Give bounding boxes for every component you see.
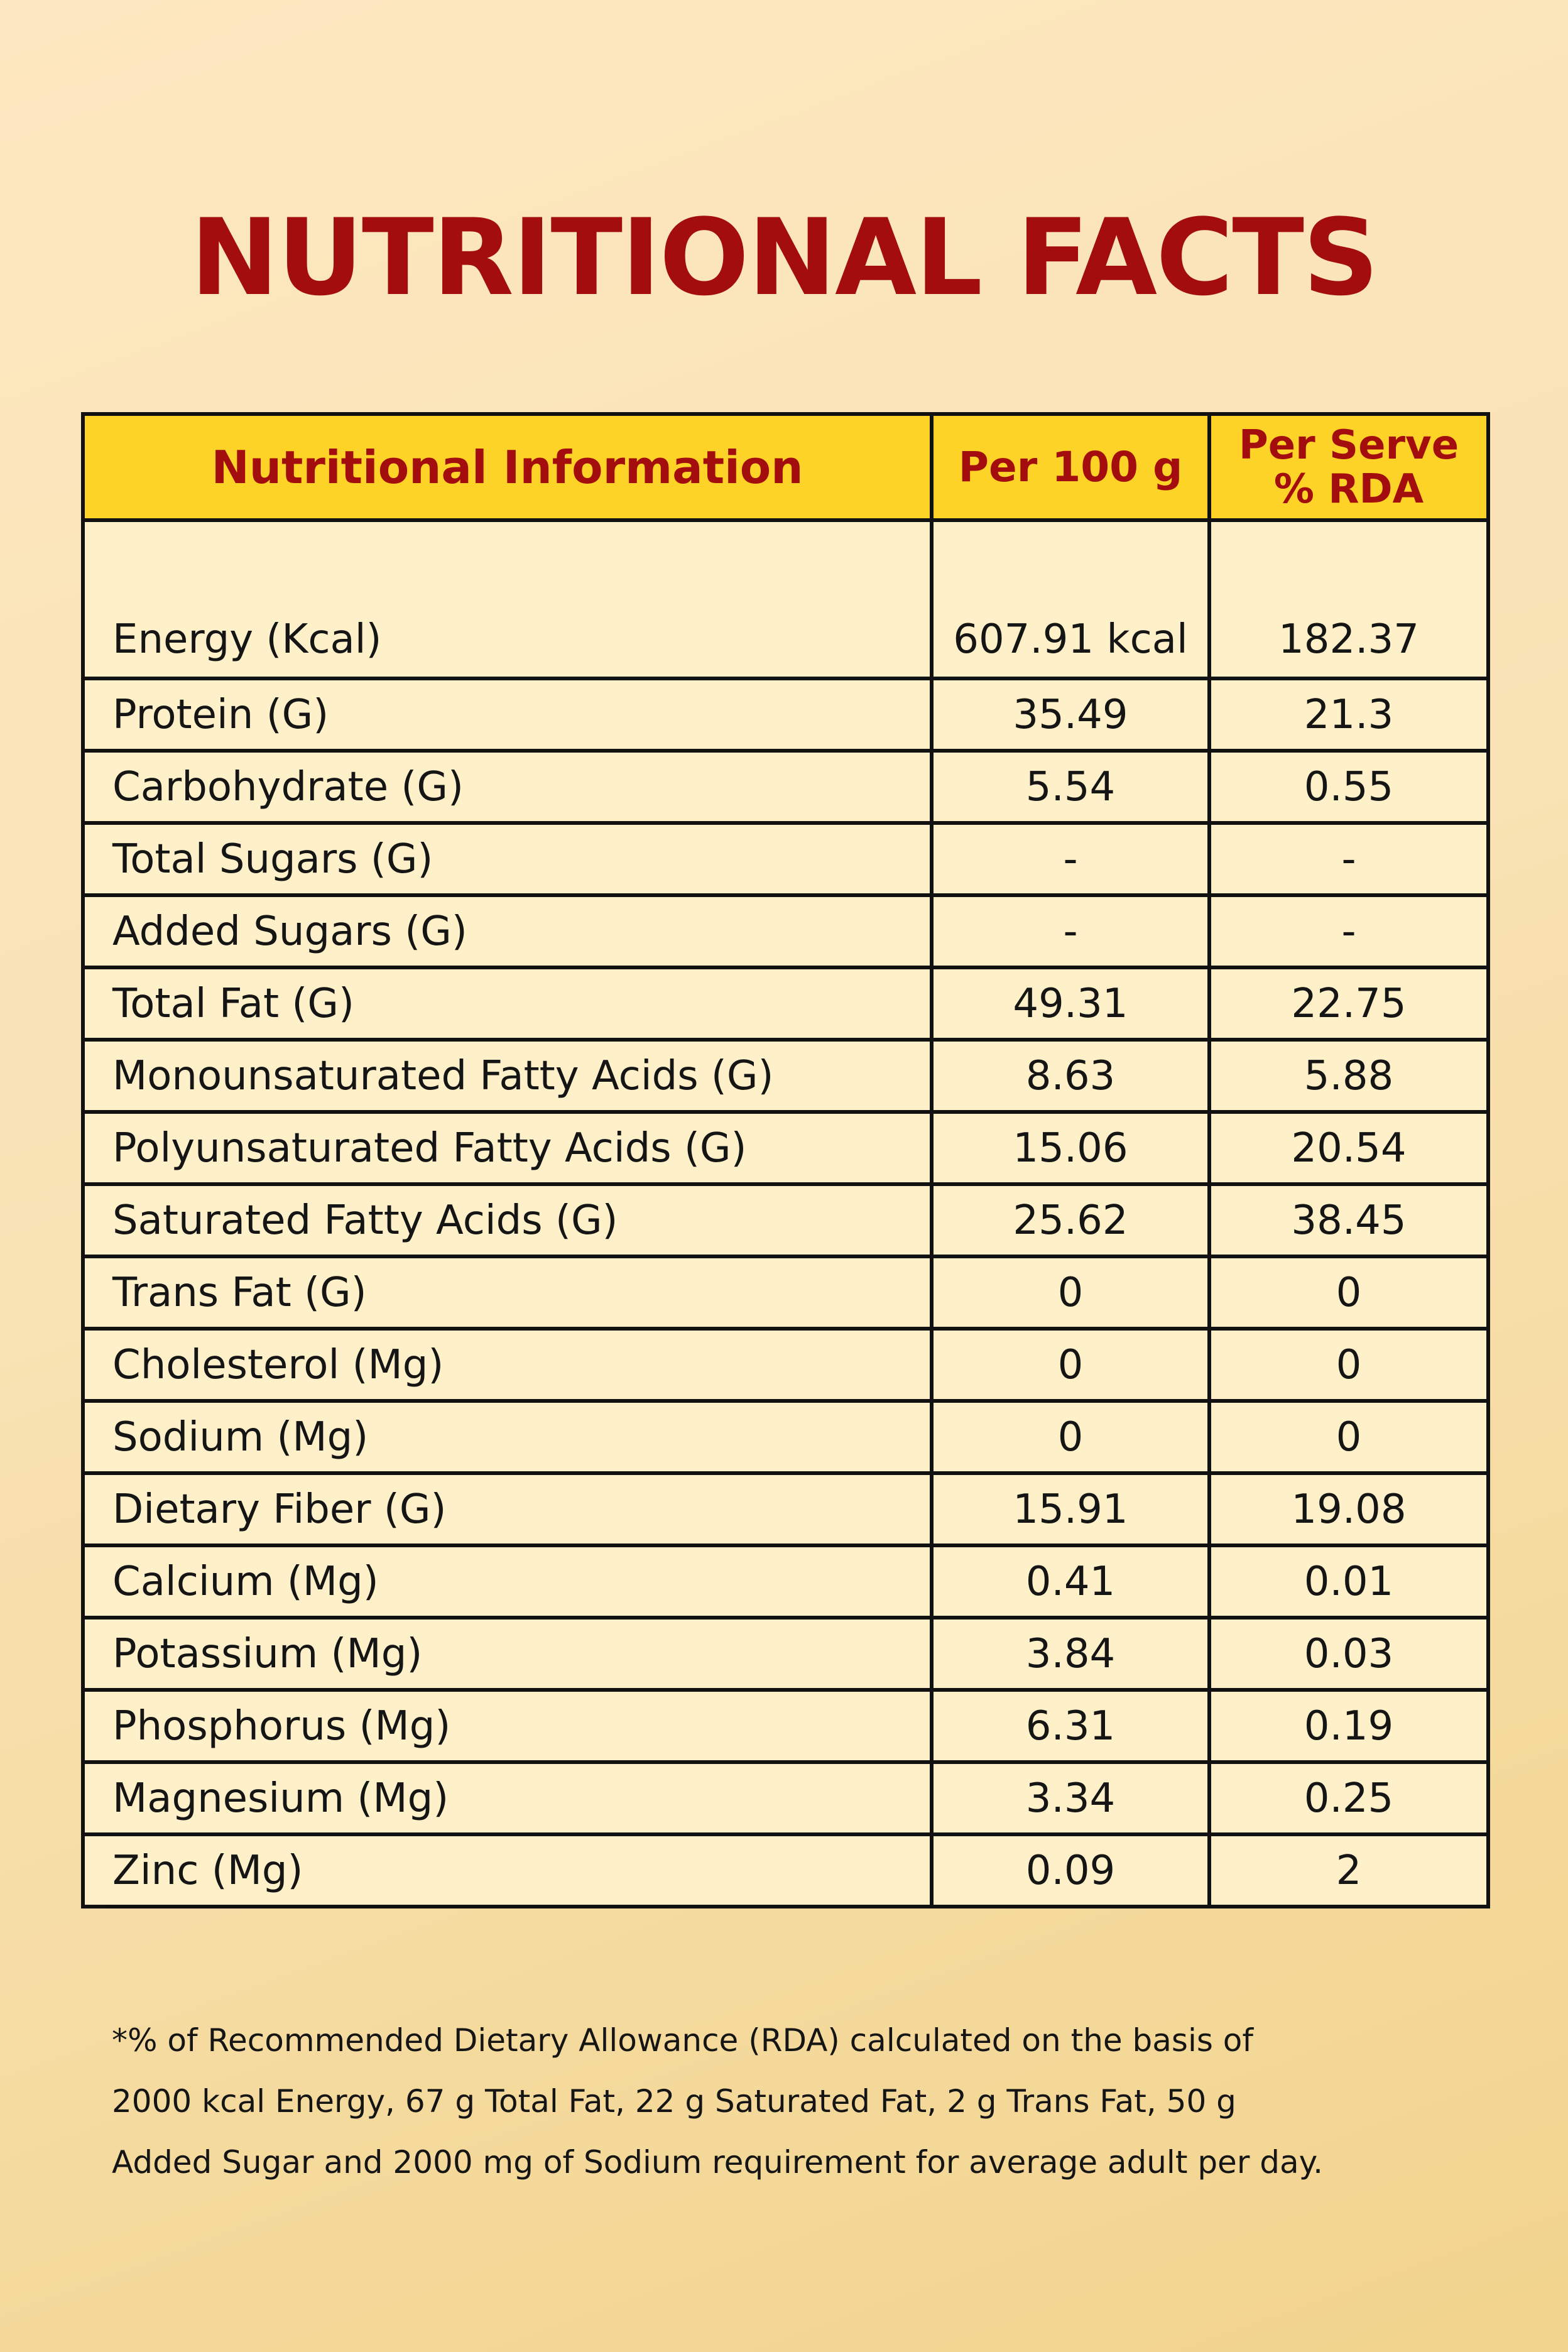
nutrition-table: Nutritional Information Per 100 g Per Se… bbox=[81, 412, 1490, 1908]
nutrient-name-cell: Total Fat (G) bbox=[81, 966, 934, 1042]
table-row: Cholesterol (Mg) 0 0 bbox=[81, 1327, 1490, 1403]
per-100g-cell: 15.06 bbox=[930, 1110, 1211, 1186]
per-serve-rda-cell: 0.01 bbox=[1207, 1544, 1490, 1620]
per-serve-rda-cell: 20.54 bbox=[1207, 1110, 1490, 1186]
per-100g-cell: 25.62 bbox=[930, 1182, 1211, 1258]
nutrient-name-cell: Monounsaturated Fatty Acids (G) bbox=[81, 1038, 934, 1114]
table-row: Protein (G) 35.49 21.3 bbox=[81, 677, 1490, 753]
nutrient-name-cell: Saturated Fatty Acids (G) bbox=[81, 1182, 934, 1258]
per-100g-cell: 0 bbox=[930, 1255, 1211, 1331]
table-row: Added Sugars (G) - - bbox=[81, 893, 1490, 969]
per-serve-rda-cell: - bbox=[1207, 893, 1490, 969]
per-100g-cell: 8.63 bbox=[930, 1038, 1211, 1114]
nutrient-name-cell: Trans Fat (G) bbox=[81, 1255, 934, 1331]
per-100g-cell: 35.49 bbox=[930, 677, 1211, 753]
per-100g-cell: 0.09 bbox=[930, 1832, 1211, 1908]
rda-footnote: *% of Recommended Dietary Allowance (RDA… bbox=[112, 2010, 1494, 2193]
per-serve-rda-cell: 0 bbox=[1207, 1327, 1490, 1403]
table-row: Magnesium (Mg) 3.34 0.25 bbox=[81, 1760, 1490, 1836]
table-row: Dietary Fiber (G) 15.91 19.08 bbox=[81, 1471, 1490, 1547]
table-row: Saturated Fatty Acids (G) 25.62 38.45 bbox=[81, 1182, 1490, 1258]
nutrient-name-cell: Calcium (Mg) bbox=[81, 1544, 934, 1620]
footnote-line-2: 2000 kcal Energy, 67 g Total Fat, 22 g S… bbox=[112, 2083, 1236, 2120]
table-row: Trans Fat (G) 0 0 bbox=[81, 1255, 1490, 1331]
table-row: Potassium (Mg) 3.84 0.03 bbox=[81, 1616, 1490, 1692]
per-100g-cell: 0.41 bbox=[930, 1544, 1211, 1620]
per-serve-rda-cell: 5.88 bbox=[1207, 1038, 1490, 1114]
per-100g-cell: 3.34 bbox=[930, 1760, 1211, 1836]
per-serve-rda-cell: - bbox=[1207, 821, 1490, 897]
per-100g-cell: 49.31 bbox=[930, 966, 1211, 1042]
per-100g-cell: 15.91 bbox=[930, 1471, 1211, 1547]
per-100g-cell: 607.91 kcal bbox=[930, 518, 1211, 680]
nutrient-name-cell: Protein (G) bbox=[81, 677, 934, 753]
per-serve-rda-cell: 0 bbox=[1207, 1255, 1490, 1331]
per-100g-cell: 0 bbox=[930, 1399, 1211, 1475]
nutrient-name-cell: Polyunsaturated Fatty Acids (G) bbox=[81, 1110, 934, 1186]
table-row: Calcium (Mg) 0.41 0.01 bbox=[81, 1544, 1490, 1620]
header-per-serve-rda: Per Serve % RDA bbox=[1207, 412, 1490, 522]
per-serve-rda-cell: 0 bbox=[1207, 1399, 1490, 1475]
table-row: Total Fat (G) 49.31 22.75 bbox=[81, 966, 1490, 1042]
nutrient-name-cell: Cholesterol (Mg) bbox=[81, 1327, 934, 1403]
nutrient-name-cell: Total Sugars (G) bbox=[81, 821, 934, 897]
table-row: Zinc (Mg) 0.09 2 bbox=[81, 1832, 1490, 1908]
per-serve-rda-cell: 22.75 bbox=[1207, 966, 1490, 1042]
per-100g-cell: 0 bbox=[930, 1327, 1211, 1403]
nutrient-name-cell: Energy (Kcal) bbox=[81, 518, 934, 680]
table-row: Total Sugars (G) - - bbox=[81, 821, 1490, 897]
per-100g-cell: - bbox=[930, 821, 1211, 897]
per-100g-cell: 3.84 bbox=[930, 1616, 1211, 1692]
table-header-row: Nutritional Information Per 100 g Per Se… bbox=[81, 412, 1490, 522]
table-row: Sodium (Mg) 0 0 bbox=[81, 1399, 1490, 1475]
nutrient-name-cell: Phosphorus (Mg) bbox=[81, 1688, 934, 1764]
per-100g-cell: - bbox=[930, 893, 1211, 969]
nutrient-name-cell: Carbohydrate (G) bbox=[81, 749, 934, 825]
per-serve-rda-cell: 0.19 bbox=[1207, 1688, 1490, 1764]
nutrient-name-cell: Potassium (Mg) bbox=[81, 1616, 934, 1692]
header-per-100g: Per 100 g bbox=[930, 412, 1211, 522]
per-100g-cell: 5.54 bbox=[930, 749, 1211, 825]
per-serve-rda-cell: 21.3 bbox=[1207, 677, 1490, 753]
nutrient-name-cell: Dietary Fiber (G) bbox=[81, 1471, 934, 1547]
per-serve-rda-cell: 38.45 bbox=[1207, 1182, 1490, 1258]
nutrient-name-cell: Added Sugars (G) bbox=[81, 893, 934, 969]
nutrient-name-cell: Zinc (Mg) bbox=[81, 1832, 934, 1908]
per-serve-rda-cell: 182.37 bbox=[1207, 518, 1490, 680]
footnote-line-3: Added Sugar and 2000 mg of Sodium requir… bbox=[112, 2144, 1324, 2180]
nutrient-name-cell: Sodium (Mg) bbox=[81, 1399, 934, 1475]
header-nutritional-information: Nutritional Information bbox=[81, 412, 934, 522]
table-row: Energy (Kcal) 607.91 kcal 182.37 bbox=[81, 518, 1490, 680]
per-serve-rda-cell: 0.55 bbox=[1207, 749, 1490, 825]
per-100g-cell: 6.31 bbox=[930, 1688, 1211, 1764]
nutrient-name-cell: Magnesium (Mg) bbox=[81, 1760, 934, 1836]
per-serve-rda-cell: 2 bbox=[1207, 1832, 1490, 1908]
table-row: Carbohydrate (G) 5.54 0.55 bbox=[81, 749, 1490, 825]
per-serve-rda-cell: 0.03 bbox=[1207, 1616, 1490, 1692]
table-row: Polyunsaturated Fatty Acids (G) 15.06 20.5… bbox=[81, 1110, 1490, 1186]
footnote-line-1: *% of Recommended Dietary Allowance (RDA… bbox=[112, 2022, 1253, 2059]
table-row: Phosphorus (Mg) 6.31 0.19 bbox=[81, 1688, 1490, 1764]
page-title: NUTRITIONAL FACTS bbox=[190, 196, 1379, 319]
table-row: Monounsaturated Fatty Acids (G) 8.63 5.88 bbox=[81, 1038, 1490, 1114]
per-serve-rda-cell: 0.25 bbox=[1207, 1760, 1490, 1836]
per-serve-rda-cell: 19.08 bbox=[1207, 1471, 1490, 1547]
header-rda-line2: % RDA bbox=[1273, 466, 1424, 513]
header-rda-line1: Per Serve bbox=[1238, 422, 1459, 469]
